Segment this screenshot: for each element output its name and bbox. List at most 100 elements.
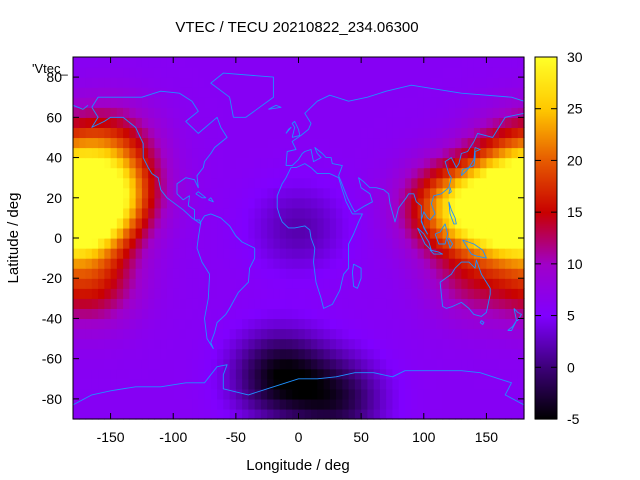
heatmap-cell (354, 328, 362, 340)
heatmap-cell (91, 157, 99, 169)
heatmap-cell (354, 368, 362, 380)
heatmap-cell (448, 57, 456, 68)
heatmap-cell (229, 238, 237, 249)
colorbar-segment (535, 73, 557, 76)
heatmap-cell (141, 57, 149, 68)
heatmap-cell (254, 197, 262, 209)
y-tick-label: 0 (54, 230, 62, 246)
colorbar-segment (535, 363, 557, 366)
heatmap-cell (110, 358, 118, 370)
heatmap-cell (273, 368, 281, 380)
heatmap-cell (273, 107, 281, 118)
heatmap-cell (166, 308, 174, 320)
heatmap-cell (455, 177, 462, 189)
heatmap-cell (98, 288, 105, 299)
heatmap-cell (179, 308, 187, 320)
heatmap-cell (185, 258, 193, 269)
heatmap-cell (348, 318, 356, 330)
heatmap-cell (392, 268, 400, 279)
heatmap-cell (185, 338, 193, 350)
heatmap-cell (179, 378, 187, 390)
heatmap-cell (517, 127, 525, 139)
heatmap-cell (273, 67, 281, 78)
heatmap-cell (129, 107, 137, 118)
heatmap-cell (166, 408, 174, 420)
heatmap-cell (173, 147, 181, 159)
heatmap-cell (229, 77, 237, 88)
heatmap-cell (79, 207, 87, 219)
heatmap-cell (392, 177, 400, 189)
heatmap-cell (329, 207, 337, 219)
heatmap-cell (498, 137, 506, 149)
heatmap-cell (379, 298, 387, 309)
heatmap-cell (73, 167, 80, 179)
heatmap-cell (517, 137, 525, 149)
heatmap-cell (148, 187, 156, 199)
heatmap-cell (223, 238, 231, 249)
heatmap-cell (104, 248, 112, 259)
heatmap-cell (342, 137, 350, 149)
heatmap-cell (311, 238, 318, 249)
heatmap-cell (279, 157, 287, 169)
heatmap-cell (354, 117, 362, 128)
heatmap-cell (79, 268, 87, 279)
colorbar-segment (535, 387, 557, 390)
heatmap-cell (361, 408, 369, 420)
heatmap-cell (79, 147, 87, 159)
heatmap-cell (455, 227, 462, 239)
heatmap-cell (455, 207, 462, 219)
heatmap-cell (442, 187, 450, 199)
heatmap-cell (379, 167, 387, 179)
heatmap-cell (367, 328, 375, 340)
heatmap-cell (285, 278, 293, 289)
heatmap-cell (417, 238, 425, 249)
heatmap-cell (511, 117, 519, 128)
heatmap-cell (348, 227, 356, 239)
heatmap-cell (273, 288, 281, 299)
heatmap-cell (129, 408, 137, 420)
heatmap-cell (248, 197, 256, 209)
heatmap-cell (73, 67, 80, 78)
heatmap-cell (461, 318, 469, 330)
heatmap-cell (411, 127, 419, 139)
heatmap-cell (223, 197, 231, 209)
heatmap-cell (467, 117, 475, 128)
heatmap-cell (229, 217, 237, 229)
heatmap-cell (104, 338, 112, 350)
heatmap-cell (235, 288, 243, 299)
heatmap-cell (436, 408, 444, 420)
heatmap-cell (135, 197, 143, 209)
heatmap-cell (235, 298, 243, 309)
heatmap-cell (273, 268, 281, 279)
heatmap-cell (285, 308, 293, 320)
heatmap-cell (461, 298, 469, 309)
heatmap-cell (254, 137, 262, 149)
heatmap-cell (329, 288, 337, 299)
heatmap-cell (260, 177, 268, 189)
heatmap-cell (260, 308, 268, 320)
colorbar-segment (535, 397, 557, 400)
heatmap-cell (423, 67, 431, 78)
heatmap-cell (436, 147, 444, 159)
heatmap-cell (242, 87, 249, 98)
colorbar-frame (534, 56, 558, 420)
heatmap-cell (373, 408, 381, 420)
x-tick-label: 0 (295, 429, 303, 445)
heatmap-cell (173, 57, 181, 68)
heatmap-cell (304, 308, 312, 320)
colorbar-segment (535, 137, 557, 140)
heatmap-cell (480, 197, 488, 209)
heatmap-cell (404, 227, 412, 239)
heatmap-cell (273, 127, 281, 139)
heatmap-cell (367, 368, 375, 380)
heatmap-cell (442, 227, 450, 239)
heatmap-cell (116, 57, 124, 68)
heatmap-cell (179, 388, 187, 400)
heatmap-cell (473, 227, 481, 239)
heatmap-cell (166, 227, 174, 239)
heatmap-cell (198, 117, 206, 128)
heatmap-cell (480, 167, 488, 179)
heatmap-cell (404, 318, 412, 330)
heatmap-cell (192, 177, 199, 189)
